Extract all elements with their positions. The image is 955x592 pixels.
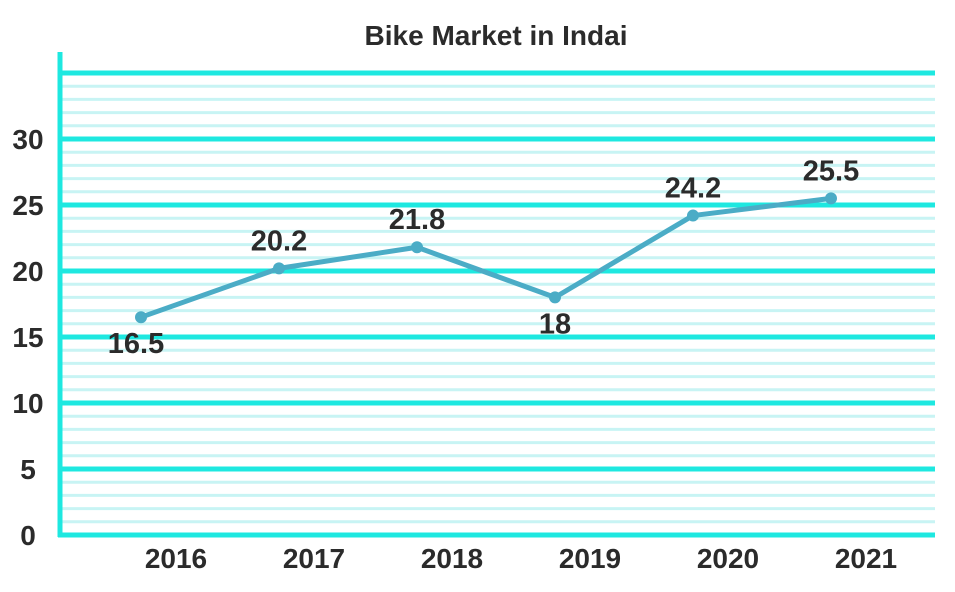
y-tick-label: 5 [20,454,36,485]
data-point [549,291,561,304]
x-tick-label: 2018 [421,543,483,574]
data-labels: 16.5 20.2 21.8 18 24.2 25.5 [108,155,859,360]
major-gridlines [60,70,935,472]
data-point [273,262,285,275]
minor-gridlines [60,84,935,524]
x-tick-label: 2016 [145,543,207,574]
data-label: 18 [539,308,571,340]
data-label: 25.5 [803,155,859,187]
x-tick-label: 2017 [283,543,345,574]
y-tick-label: 10 [12,388,43,419]
data-point [687,209,699,222]
data-point [135,311,147,324]
axes [57,52,935,538]
y-tick-label: 30 [12,124,43,155]
y-tick-label: 0 [20,520,36,551]
data-label: 20.2 [251,225,307,257]
x-tick-label: 2020 [697,543,759,574]
data-label: 24.2 [665,173,721,205]
y-tick-label: 20 [12,256,43,287]
series-line-group [135,192,837,324]
y-tick-label: 25 [12,190,43,221]
data-point [825,192,837,205]
data-point [411,241,423,254]
chart-title: Bike Market in Indai [365,20,628,51]
data-label: 21.8 [389,204,445,236]
series-line [138,195,834,320]
x-tick-label: 2019 [559,543,621,574]
x-tick-label: 2021 [835,543,897,574]
data-label: 16.5 [108,328,164,360]
y-tick-label: 15 [12,322,43,353]
x-axis-tick-labels: 2016 2017 2018 2019 2020 2021 [145,543,897,574]
y-axis-tick-labels: 0 5 10 15 20 25 30 [12,124,43,551]
